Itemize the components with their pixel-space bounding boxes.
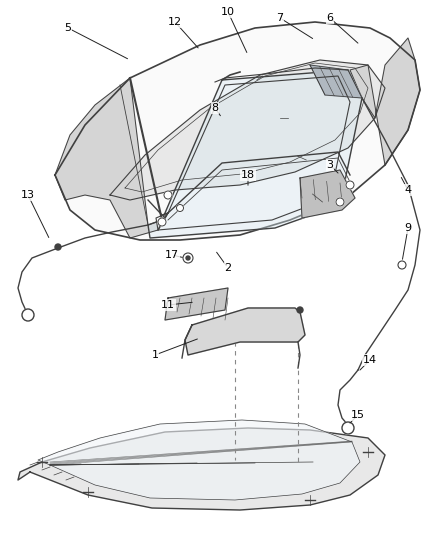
Text: 9: 9 — [404, 223, 412, 233]
Polygon shape — [165, 288, 228, 320]
Text: 5: 5 — [64, 23, 71, 33]
Circle shape — [183, 253, 193, 263]
Text: 14: 14 — [363, 355, 377, 365]
Text: 13: 13 — [21, 190, 35, 200]
Text: 15: 15 — [351, 410, 365, 420]
Polygon shape — [55, 78, 168, 238]
Text: 2: 2 — [224, 263, 232, 273]
Text: 4: 4 — [404, 185, 412, 195]
Text: 1: 1 — [152, 350, 159, 360]
Circle shape — [297, 307, 303, 313]
Polygon shape — [185, 308, 305, 355]
Text: 18: 18 — [241, 170, 255, 180]
Circle shape — [164, 191, 172, 199]
Text: 3: 3 — [326, 160, 333, 170]
Polygon shape — [350, 38, 420, 165]
Text: 17: 17 — [165, 250, 179, 260]
Text: 12: 12 — [168, 17, 182, 27]
Polygon shape — [18, 428, 385, 510]
Circle shape — [346, 181, 354, 189]
Circle shape — [336, 198, 344, 206]
Circle shape — [158, 218, 166, 226]
Circle shape — [398, 261, 406, 269]
Polygon shape — [38, 420, 360, 500]
Text: 6: 6 — [326, 13, 333, 23]
Polygon shape — [310, 65, 362, 98]
Text: 11: 11 — [161, 300, 175, 310]
Text: 7: 7 — [276, 13, 283, 23]
Text: 10: 10 — [221, 7, 235, 17]
Circle shape — [22, 309, 34, 321]
Polygon shape — [110, 60, 385, 200]
Polygon shape — [300, 170, 355, 218]
Circle shape — [342, 422, 354, 434]
Polygon shape — [55, 22, 420, 240]
Text: 8: 8 — [212, 103, 219, 113]
Circle shape — [186, 256, 190, 260]
Polygon shape — [148, 70, 362, 238]
Circle shape — [177, 205, 184, 212]
Circle shape — [55, 244, 61, 250]
